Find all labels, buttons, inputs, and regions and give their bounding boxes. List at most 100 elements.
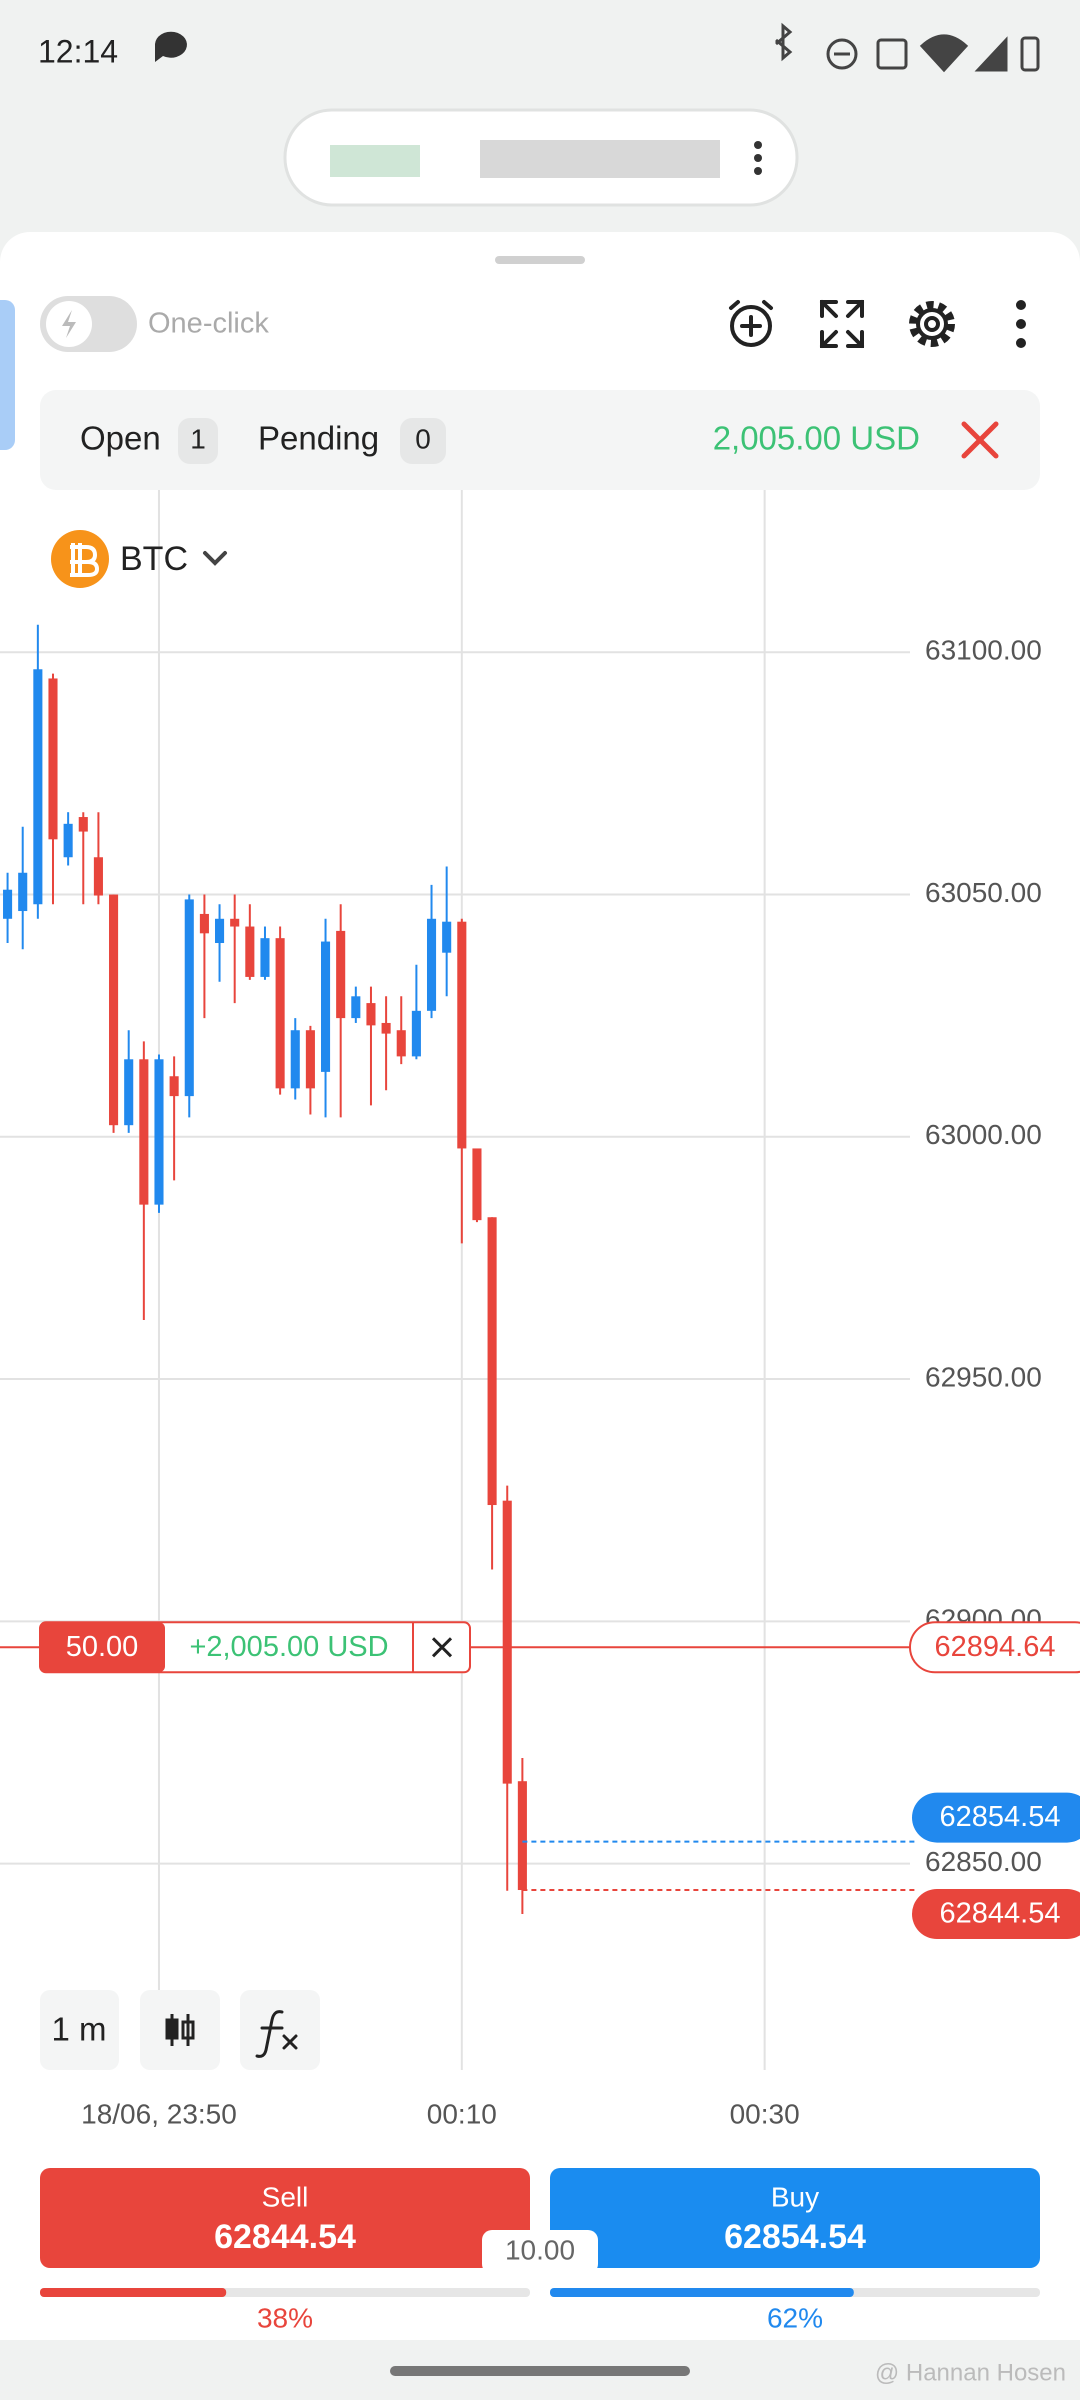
- candle-body: [18, 872, 28, 912]
- candle-body: [48, 678, 58, 840]
- volume-field[interactable]: [482, 2230, 598, 2274]
- candle-body: [63, 823, 73, 858]
- candle-body: [3, 889, 13, 919]
- bid-label-box: [912, 1889, 1080, 1940]
- candle-body: [336, 930, 346, 1019]
- chart-type-button[interactable]: [140, 1990, 220, 2070]
- share-label: 62%: [767, 2302, 823, 2333]
- bolt-icon: [62, 310, 76, 338]
- position-price-box: [909, 1621, 1080, 1674]
- candle-body: [78, 817, 88, 832]
- close-stroke: [431, 1637, 453, 1658]
- bid-label: 62844.54: [940, 1898, 1061, 1930]
- positions-bar: [40, 390, 1040, 490]
- candle-body: [381, 1022, 391, 1034]
- y-tick-label: 63050.00: [925, 877, 1042, 908]
- indicators-button[interactable]: [240, 1990, 320, 2070]
- timeframe: 1 m: [51, 2011, 106, 2048]
- candle-body: [260, 938, 270, 977]
- candle-body: [502, 1500, 512, 1784]
- candle-body: [366, 1003, 376, 1026]
- open-count: 1: [190, 423, 206, 454]
- share-label: 38%: [257, 2302, 313, 2333]
- x-tick-label: 00:30: [730, 2098, 800, 2129]
- buy-button[interactable]: [550, 2168, 1040, 2268]
- position-volume-box: [40, 1622, 165, 1673]
- timeframe-button[interactable]: [40, 1990, 119, 2070]
- buy-price: 62854.54: [724, 2218, 866, 2256]
- chart-type-icon: [165, 2014, 195, 2046]
- url-blur: [330, 145, 420, 177]
- candle-body: [411, 1010, 421, 1057]
- more-button[interactable]: [1016, 300, 1026, 348]
- count-badge: [400, 418, 446, 464]
- alarm-button[interactable]: [729, 300, 773, 347]
- x-tick-label: 18/06, 23:50: [81, 2098, 237, 2129]
- candle-body: [33, 669, 43, 905]
- watermark: @ Hannan Hosen: [875, 2359, 1066, 2386]
- candle-body: [442, 921, 452, 953]
- sheet: [0, 232, 1080, 2372]
- candle-body: [230, 918, 240, 927]
- count-badge: [178, 418, 218, 464]
- candle-body: [305, 1030, 315, 1089]
- sell-label: Sell: [262, 2181, 309, 2212]
- pending-tab[interactable]: Pending: [258, 420, 379, 457]
- status-icons: [775, 22, 1040, 73]
- candle-body: [215, 918, 225, 944]
- open-tab[interactable]: Open: [80, 420, 161, 457]
- y-tick-label: 62950.00: [925, 1361, 1042, 1392]
- share-fill: [40, 2288, 227, 2297]
- fullscreen-button[interactable]: [820, 300, 864, 348]
- symbol-chevron[interactable]: [203, 551, 227, 566]
- symbol-name[interactable]: BTC: [120, 540, 188, 578]
- candle-body: [275, 938, 285, 1089]
- candle-body: [320, 941, 331, 1072]
- clock: 12:14: [38, 33, 118, 69]
- candle-body: [290, 1030, 300, 1089]
- candle-body: [396, 1030, 406, 1057]
- candle-body: [245, 926, 255, 977]
- candle-body: [184, 899, 194, 1097]
- candle-body: [124, 1059, 134, 1126]
- url-blur: [480, 140, 720, 178]
- candle-body: [199, 913, 209, 934]
- one-click-label: One-click: [148, 308, 269, 340]
- position-close-button[interactable]: [431, 1637, 453, 1658]
- volume: 10.00: [505, 2234, 575, 2265]
- share-fill: [550, 2288, 854, 2297]
- candle-body: [457, 921, 467, 1149]
- ask-label: 62854.54: [940, 1801, 1061, 1833]
- sheet-handle[interactable]: [495, 256, 585, 264]
- side-tab[interactable]: [0, 300, 15, 450]
- sell-button[interactable]: [40, 2168, 530, 2268]
- candle-body: [426, 918, 437, 1011]
- settings-button[interactable]: [909, 301, 955, 347]
- candle-body: [472, 1148, 482, 1221]
- url-menu[interactable]: [754, 141, 762, 175]
- candle-body: [109, 894, 119, 1126]
- candle-body: [93, 857, 103, 896]
- y-tick-label: 63000.00: [925, 1119, 1042, 1150]
- buy-label: Buy: [771, 2181, 819, 2212]
- close-all-button[interactable]: [961, 421, 999, 459]
- candle-body: [517, 1781, 527, 1891]
- sell-price: 62844.54: [214, 2218, 356, 2256]
- x-tick-label: 00:10: [427, 2098, 497, 2129]
- position-profit: +2,005.00 USD: [189, 1631, 388, 1663]
- candle-body: [487, 1217, 497, 1506]
- position-price: 62894.64: [935, 1631, 1056, 1663]
- home-indicator[interactable]: [390, 2366, 690, 2376]
- chat-icon: [155, 31, 187, 62]
- candle-body: [169, 1076, 179, 1097]
- candle-body: [351, 996, 361, 1019]
- indicators-icon: [255, 2010, 298, 2058]
- ask-label-box: [912, 1792, 1080, 1843]
- candle-body: [139, 1059, 149, 1205]
- y-tick-label: 63100.00: [925, 635, 1042, 666]
- candle-body: [154, 1059, 164, 1205]
- position-volume: 50.00: [66, 1631, 139, 1663]
- btc-glyph: [70, 543, 100, 577]
